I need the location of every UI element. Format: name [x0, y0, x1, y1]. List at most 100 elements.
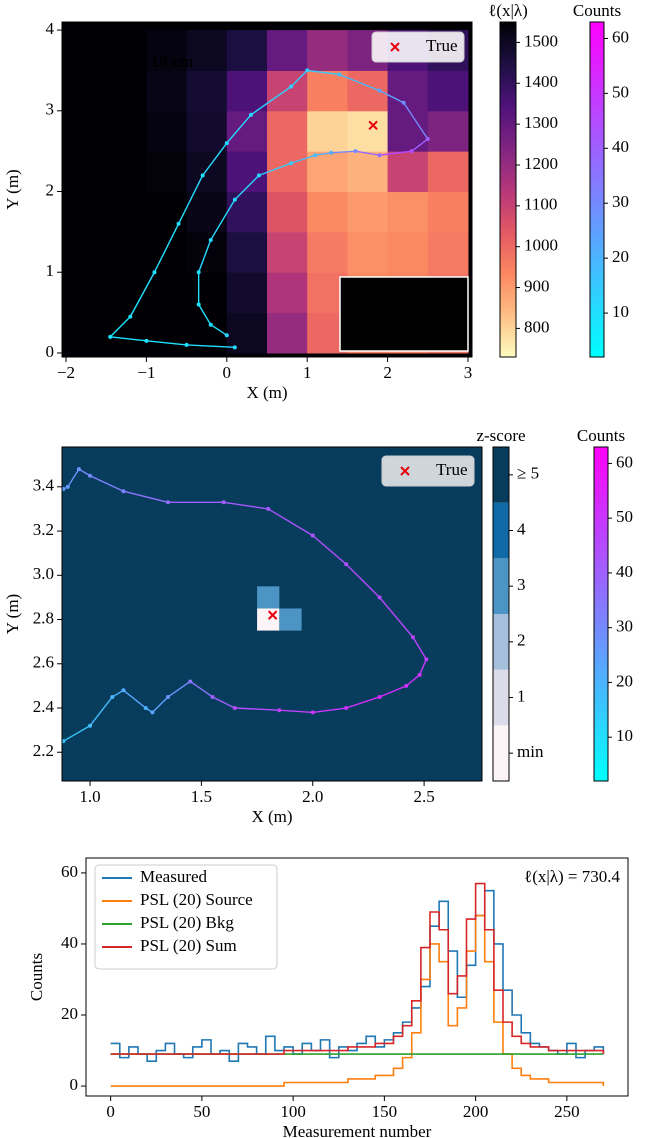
heatmap-cell	[387, 110, 429, 152]
heatmap-cell	[146, 70, 188, 112]
zscore-bin	[493, 725, 509, 781]
y-tick-label: 3	[46, 100, 55, 119]
zscore-bin	[493, 502, 509, 559]
heatmap-cell	[387, 70, 429, 112]
trajectory-point	[144, 338, 149, 343]
heatmap-cell	[106, 312, 147, 354]
trajectory-point	[224, 333, 229, 338]
trajectory-segment	[89, 696, 113, 727]
trajectory-segment	[345, 563, 381, 598]
y-tick-label: 2.4	[33, 697, 55, 716]
colorbar	[589, 21, 605, 358]
heatmap-cell	[186, 110, 228, 152]
trajectory-point	[305, 68, 310, 73]
x-tick-label: 2	[383, 363, 392, 382]
trajectory-segment	[419, 659, 427, 676]
trajectory-point	[377, 88, 382, 93]
trajectory-point	[62, 739, 66, 744]
colorbar-tick-label: 3	[517, 575, 526, 594]
true-marker	[368, 120, 378, 131]
trajectory-segment	[202, 142, 228, 176]
hotspot-symbol: r⃗	[348, 305, 357, 325]
heatmap-cell	[106, 272, 147, 314]
colorbar-tick-label: 1000	[524, 236, 558, 255]
trajectory-segment	[186, 344, 235, 349]
heatmap-cell	[66, 110, 107, 152]
legend-label: True	[426, 36, 458, 55]
x-tick-label: 1	[303, 363, 312, 382]
hotspot-rest: = 10.6 cm	[371, 304, 445, 323]
trajectory-segment	[226, 114, 252, 144]
trajectory-segment	[355, 150, 380, 156]
heatmap-cell	[106, 110, 147, 152]
heatmap-cell	[267, 110, 308, 152]
trajectory-point	[208, 237, 213, 242]
x-tick-label: −2	[57, 363, 75, 382]
heatmap-cell	[66, 231, 107, 273]
colorbar-tick-label: 30	[616, 617, 633, 636]
heatmap-cell	[106, 231, 147, 273]
colorbar-tick-label: 40	[616, 562, 633, 581]
heatmap-cell	[307, 70, 348, 112]
heatmap-cell	[146, 191, 188, 233]
legend-label: Measured	[140, 867, 208, 886]
trajectory-segment	[279, 709, 313, 714]
x-tick-label: 200	[463, 1102, 489, 1121]
trajectory-segment	[223, 501, 269, 510]
heatmap-cell	[186, 272, 228, 314]
trajectory-point	[410, 635, 415, 640]
colorbar-tick-label: min	[517, 742, 544, 761]
colorbar-label: ℓ(x|λ)	[488, 1, 528, 20]
heatmap-cell	[146, 312, 188, 354]
trajectory-point	[310, 533, 315, 538]
heatmap-cell	[387, 191, 429, 233]
trajectory-point	[256, 173, 261, 178]
colorbar-tick-label: 60	[612, 27, 629, 46]
plot-frame	[61, 21, 473, 358]
x-tick-label: 100	[280, 1102, 306, 1121]
trajectory-segment	[379, 89, 404, 104]
colorbar-tick-label: 1300	[524, 113, 558, 132]
y-tick-label: 20	[61, 1004, 78, 1023]
trajectory-point	[248, 112, 253, 117]
trajectory-segment	[189, 680, 213, 698]
heatmap-cell	[307, 110, 348, 152]
trajectory-segment	[379, 685, 407, 698]
trajectory-point	[329, 150, 334, 155]
trajectory-point	[152, 270, 157, 275]
trajectory-segment	[267, 508, 314, 537]
trajectory-segment	[315, 152, 332, 156]
legend-box	[94, 864, 278, 970]
y-tick-label: 60	[61, 862, 78, 881]
annotation: Voxel size: 10 cm	[70, 52, 194, 71]
colorbar-tick-label: 900	[524, 276, 550, 295]
trajectory-segment	[345, 696, 380, 709]
heatmap-cell	[66, 70, 107, 112]
y-tick-label: 2	[46, 180, 55, 199]
heatmap-cell	[347, 70, 389, 112]
colorbar	[492, 446, 510, 782]
trajectory-segment	[78, 468, 91, 477]
heatmap-cell	[186, 191, 228, 233]
heatmap-cell	[427, 191, 469, 233]
heatmap-cell	[267, 30, 308, 71]
colorbar-tick-label: 50	[612, 82, 629, 101]
heatmap-cell	[226, 231, 268, 273]
heatmap-cell	[347, 151, 389, 193]
colorbar-tick-label: 1	[517, 686, 526, 705]
trajectory-point	[232, 345, 237, 350]
heatmap-cell	[226, 151, 268, 193]
trajectory-segment	[198, 239, 212, 273]
trajectory-point	[289, 161, 294, 166]
zscore-bin	[493, 558, 509, 614]
zscore-bin	[493, 447, 509, 503]
heatmap-cell	[387, 231, 429, 273]
trajectory-point	[121, 489, 126, 494]
trajectory-point	[277, 708, 282, 713]
colorbar-tick-label: 2	[517, 631, 526, 650]
y-axis-label: Y (m)	[3, 594, 22, 634]
heatmap-cell	[146, 231, 188, 273]
legend-marker	[390, 42, 400, 52]
colorbar-tick-label: ≥ 5	[517, 464, 539, 483]
plot-layer	[110, 882, 605, 1087]
